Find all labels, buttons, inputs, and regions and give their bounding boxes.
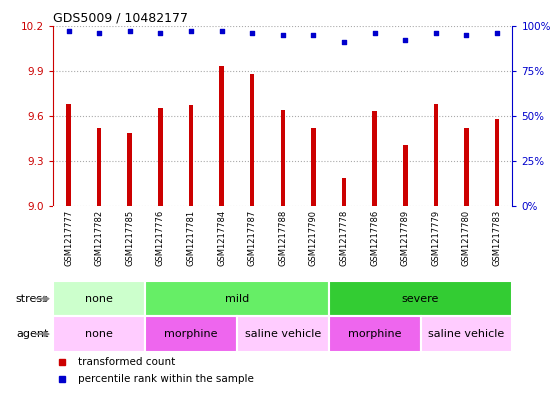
Text: GSM1217776: GSM1217776	[156, 210, 165, 266]
Text: GSM1217784: GSM1217784	[217, 210, 226, 266]
Text: transformed count: transformed count	[78, 357, 176, 367]
Bar	[342, 178, 346, 206]
Text: GSM1217789: GSM1217789	[401, 210, 410, 266]
Bar	[250, 74, 254, 206]
Bar	[464, 128, 469, 206]
Bar	[403, 145, 408, 206]
Point	[95, 29, 104, 36]
Bar	[145, 281, 329, 316]
Text: GSM1217778: GSM1217778	[339, 210, 348, 266]
Text: GSM1217780: GSM1217780	[462, 210, 471, 266]
Text: severe: severe	[402, 294, 439, 304]
Text: GSM1217781: GSM1217781	[186, 210, 195, 266]
Bar	[220, 66, 224, 206]
Text: GSM1217788: GSM1217788	[278, 210, 287, 266]
Text: GSM1217786: GSM1217786	[370, 210, 379, 266]
Bar	[158, 108, 162, 206]
Text: morphine: morphine	[348, 329, 402, 339]
Point	[493, 29, 502, 36]
Point	[339, 39, 348, 45]
Point	[370, 29, 379, 36]
Text: saline vehicle: saline vehicle	[245, 329, 321, 339]
Bar	[53, 281, 145, 316]
Text: agent: agent	[16, 329, 49, 339]
Point	[462, 31, 471, 38]
Point	[431, 29, 440, 36]
Point	[248, 29, 256, 36]
Point	[64, 28, 73, 34]
Bar	[329, 281, 512, 316]
Bar	[66, 104, 71, 206]
Bar	[433, 104, 438, 206]
Text: stress: stress	[16, 294, 49, 304]
Text: GSM1217783: GSM1217783	[493, 210, 502, 266]
Bar	[97, 128, 101, 206]
Bar	[237, 316, 329, 352]
Text: none: none	[85, 294, 113, 304]
Bar	[329, 316, 421, 352]
Bar	[311, 128, 316, 206]
Bar	[281, 110, 285, 206]
Point	[125, 28, 134, 34]
Text: GSM1217790: GSM1217790	[309, 210, 318, 266]
Text: percentile rank within the sample: percentile rank within the sample	[78, 374, 254, 384]
Text: GSM1217782: GSM1217782	[95, 210, 104, 266]
Text: none: none	[85, 329, 113, 339]
Text: saline vehicle: saline vehicle	[428, 329, 505, 339]
Text: GSM1217787: GSM1217787	[248, 210, 256, 266]
Point	[309, 31, 318, 38]
Bar	[53, 316, 145, 352]
Point	[217, 28, 226, 34]
Bar	[421, 316, 512, 352]
Bar	[372, 111, 377, 206]
Text: GSM1217785: GSM1217785	[125, 210, 134, 266]
Point	[156, 29, 165, 36]
Text: GSM1217779: GSM1217779	[431, 210, 440, 266]
Text: morphine: morphine	[164, 329, 218, 339]
Text: GSM1217777: GSM1217777	[64, 210, 73, 266]
Bar	[189, 105, 193, 206]
Text: mild: mild	[225, 294, 249, 304]
Bar	[128, 132, 132, 206]
Point	[186, 28, 195, 34]
Bar	[495, 119, 500, 206]
Bar	[145, 316, 237, 352]
Point	[401, 37, 410, 43]
Text: GDS5009 / 10482177: GDS5009 / 10482177	[53, 11, 188, 24]
Point	[278, 31, 287, 38]
